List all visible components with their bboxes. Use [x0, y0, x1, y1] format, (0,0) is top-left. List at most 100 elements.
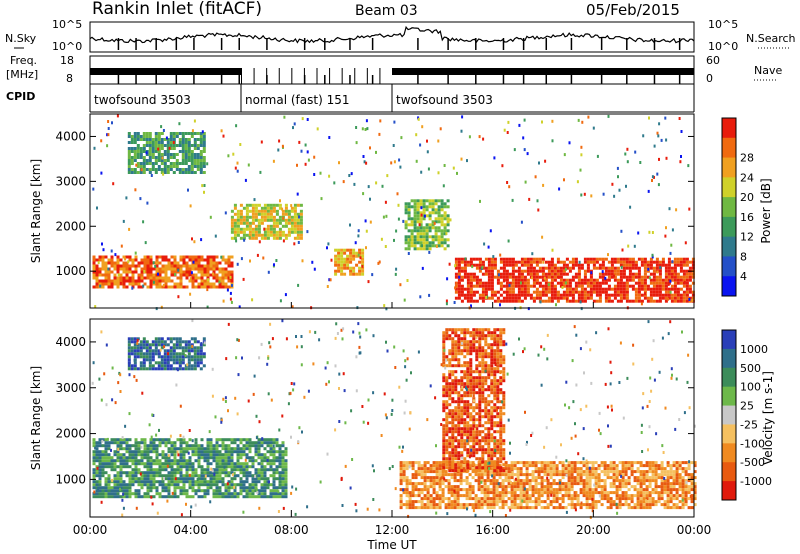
data-cell: [522, 494, 526, 498]
data-cell: [197, 453, 201, 457]
data-cell: [559, 275, 563, 279]
data-cell: [184, 138, 188, 141]
data-cell: [158, 261, 162, 265]
data-cell: [621, 482, 625, 486]
data-cell: [139, 352, 143, 356]
data-cell: [188, 267, 192, 271]
data-cell: [145, 135, 149, 138]
data-cell: [489, 470, 493, 474]
data-cell: [131, 450, 135, 454]
data-cell: [505, 290, 509, 294]
data-cell: [122, 267, 126, 271]
data-cell: [514, 269, 518, 273]
data-cell: [355, 126, 358, 129]
data-cell: [170, 480, 174, 484]
data-cell: [601, 260, 605, 264]
data-cell: [137, 264, 141, 268]
data-cell: [606, 506, 610, 510]
data-cell: [260, 236, 264, 240]
data-cell: [636, 467, 640, 471]
data-cell: [643, 278, 647, 282]
data-cell: [194, 273, 198, 277]
data-cell: [167, 465, 171, 469]
data-cell: [648, 503, 652, 507]
data-cell: [199, 141, 203, 144]
data-cell: [197, 270, 201, 274]
data-cell: [284, 486, 288, 490]
data-cell: [626, 160, 629, 164]
data-cell: [107, 127, 110, 130]
data-cell: [218, 282, 222, 286]
data-cell: [656, 131, 659, 135]
data-cell: [128, 450, 132, 454]
data-cell: [206, 486, 210, 490]
data-cell: [113, 468, 117, 472]
data-cell: [218, 267, 222, 271]
data-cell: [177, 295, 180, 299]
data-cell: [202, 159, 206, 162]
data-cell: [131, 261, 135, 265]
data-cell: [215, 438, 219, 442]
data-cell: [140, 438, 144, 442]
data-cell: [278, 474, 282, 478]
data-cell: [543, 473, 547, 477]
data-cell: [230, 300, 233, 304]
data-cell: [200, 465, 204, 469]
data-cell: [528, 485, 532, 489]
data-cell: [664, 275, 668, 279]
data-cell: [534, 506, 538, 510]
data-cell: [413, 244, 417, 248]
data-cell: [202, 165, 206, 168]
data-cell: [340, 263, 344, 267]
data-cell: [107, 462, 111, 466]
data-cell: [601, 263, 605, 267]
data-cell: [504, 491, 508, 495]
data-cell: [110, 285, 114, 289]
data-cell: [630, 500, 634, 504]
data-cell: [531, 491, 535, 495]
data-cell: [221, 480, 225, 484]
data-cell: [149, 270, 153, 274]
data-cell: [242, 453, 246, 457]
data-cell: [540, 464, 544, 468]
data-cell: [414, 473, 418, 477]
data-cell: [269, 462, 273, 466]
data-cell: [519, 500, 523, 504]
data-cell: [475, 275, 479, 279]
data-cell: [175, 135, 179, 138]
data-cell: [664, 281, 668, 285]
data-cell: [328, 174, 331, 178]
data-cell: [149, 258, 153, 262]
data-cell: [535, 272, 539, 276]
data-cell: [143, 276, 147, 280]
data-cell: [466, 287, 470, 291]
data-cell: [544, 299, 548, 303]
data-cell: [619, 293, 623, 297]
data-cell: [227, 483, 231, 487]
data-cell: [209, 480, 213, 484]
data-cell: [404, 235, 408, 239]
data-cell: [158, 279, 162, 283]
data-cell: [496, 290, 500, 294]
data-cell: [221, 477, 225, 481]
data-cell: [191, 267, 195, 271]
data-cell: [185, 468, 189, 472]
data-cell: [236, 230, 240, 234]
data-cell: [417, 470, 421, 474]
data-cell: [194, 285, 198, 289]
data-cell: [275, 438, 279, 442]
data-cell: [275, 233, 279, 237]
data-cell: [489, 482, 493, 486]
data-cell: [489, 506, 493, 510]
data-cell: [212, 489, 216, 493]
data-cell: [642, 488, 646, 492]
data-cell: [136, 367, 140, 371]
data-cell: [98, 279, 102, 283]
data-cell: [606, 497, 610, 501]
data-cell: [676, 272, 680, 276]
data-cell: [107, 492, 111, 496]
data-cell: [658, 263, 662, 267]
data-cell: [673, 263, 677, 267]
data-cell: [245, 486, 249, 490]
data-cell: [454, 287, 458, 291]
